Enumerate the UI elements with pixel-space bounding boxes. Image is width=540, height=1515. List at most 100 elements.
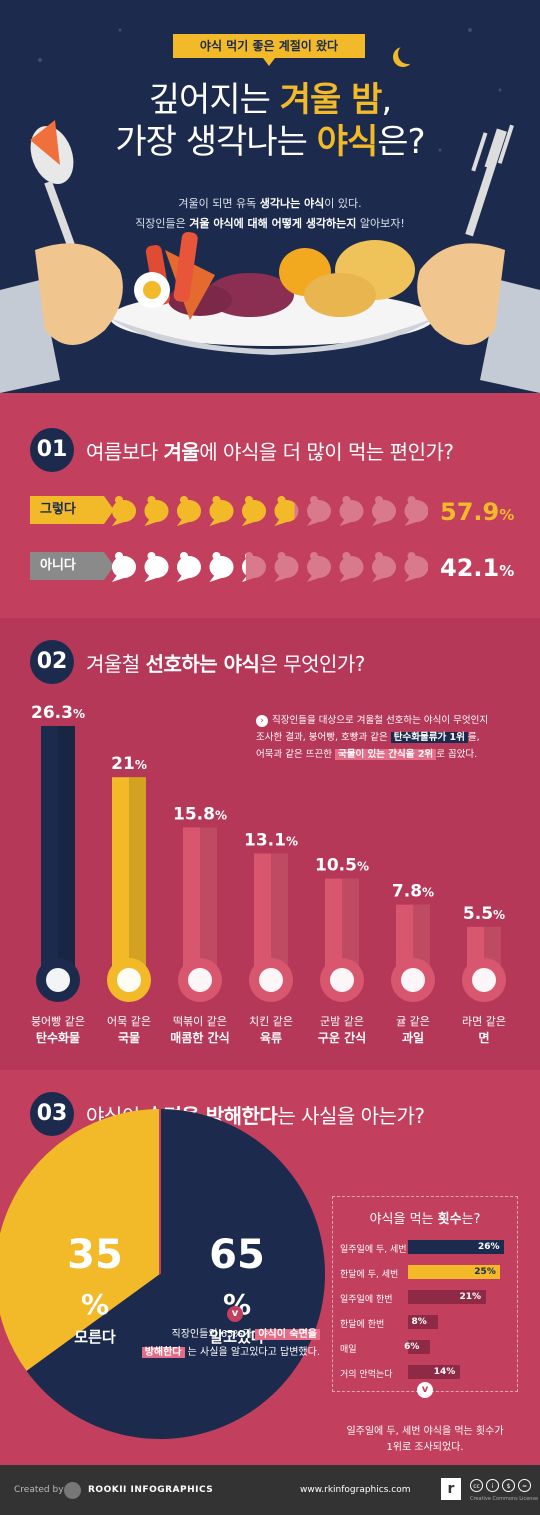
frequency-label: 일주일에 한번 [340, 1295, 393, 1305]
fish-bread-icon [112, 496, 136, 526]
cc-sa-icon: = [518, 1479, 531, 1492]
q2-note: › 직장인들을 대상으로 겨울철 선호하는 야식이 무엇인지 조사한 결과, 붕어… [256, 712, 518, 763]
fish-bread-icon [274, 496, 299, 526]
q1-number-badge: 01 [30, 428, 74, 472]
cc-nc-icon: $ [502, 1479, 515, 1492]
fish-bread-icon [339, 552, 364, 582]
footer-url-link[interactable]: www.rkinfographics.com [300, 1485, 411, 1495]
pie-note: 직장인들의 65%가 야식이 숙면을 방해한다 는 사실을 알고있다고 답변했다… [110, 1326, 320, 1362]
q1-fish-bread-icons [112, 496, 428, 582]
q1-yes-percent: 57.9% [440, 498, 514, 526]
bar-value-label: 15.8% [173, 804, 227, 824]
frequency-bar [408, 1315, 438, 1329]
q2-number-badge: 02 [30, 640, 74, 684]
title-highlight: 야식 [316, 122, 379, 162]
category-label-line-2: 국물 [118, 1031, 140, 1045]
frequency-bar [408, 1340, 431, 1354]
pie-note-line-2: 방해한다 는 사실을 알고있다고 답변했다. [110, 1344, 320, 1362]
bar-shade [129, 777, 146, 980]
header-section: 야식 먹기 좋은 계절이 왔다 깊어지는 겨울 밤, 가장 생각나는 야식은? … [0, 0, 540, 393]
r-logo-icon: r [441, 1478, 461, 1500]
frequency-title: 야식을 먹는 횟수는? [332, 1208, 518, 1227]
frequency-label: 한달에 한번 [340, 1320, 385, 1330]
pie-note-highlight: 야식이 숙면을 [255, 1329, 320, 1340]
moon-icon [398, 44, 418, 64]
frequency-footnote-line-1: 일주일에 두, 세번 야식을 먹는 횟수가 [346, 1426, 504, 1437]
percent-unit: % [499, 562, 515, 580]
q1-text: 여름보다 [86, 440, 164, 464]
left-hand [0, 243, 123, 393]
subtitle-highlight: 겨울 야식에 대해 어떻게 생각하는지 [189, 217, 357, 230]
title-line-2: 가장 생각나는 야식은? [0, 114, 540, 163]
category-label-line-2: 구운 간식 [318, 1030, 366, 1045]
frequency-value: 6% [404, 1342, 420, 1352]
chevron-down-icon: v [417, 1382, 433, 1398]
q2-note-highlight: 국물이 있는 간식을 2위 [334, 749, 437, 760]
subtitle-text: 겨울이 되면 유독 [178, 197, 260, 210]
frequency-value: 8% [411, 1317, 427, 1327]
cc-by-icon: i [486, 1479, 499, 1492]
fish-bread-icon [274, 552, 299, 582]
category-label-line-2: 과일 [402, 1030, 424, 1045]
fish-bread-icon [339, 496, 364, 526]
cc-icon: cc [470, 1479, 483, 1492]
header-tag: 야식 먹기 좋은 계절이 왔다 [173, 34, 365, 66]
fish-bread-icon [144, 552, 169, 582]
fish-bread-icon [177, 496, 201, 526]
frequency-bar [408, 1265, 501, 1279]
q3-pie-chart [0, 1109, 325, 1439]
category-label-line-2: 탄수화물 [36, 1030, 80, 1045]
bar-shade [200, 827, 217, 980]
q2-note-highlight: 탄수화물류가 1위 [390, 732, 468, 743]
q2-text: 은 무엇인가? [259, 652, 365, 676]
category-label-line-2: 매콤한 간식 [170, 1030, 229, 1045]
q1-no-label: 아니다 [30, 552, 114, 580]
frequency-bar [408, 1365, 460, 1379]
pie-yes-value: 65 [209, 1232, 265, 1278]
subtitle-text: 이 있다. [324, 197, 362, 210]
percent-unit: % [80, 1288, 110, 1321]
frequency-footnote: 일주일에 두, 세번 야식을 먹는 횟수가 1위로 조사되었다. [332, 1424, 518, 1456]
q2-note-text: 를, [467, 732, 480, 743]
q2-note-text: 로 꼽았다. [436, 749, 478, 760]
fish-bread-icon [372, 496, 396, 526]
category-label-line-1: 어묵 같은 [107, 1015, 151, 1028]
header-illustration [0, 28, 540, 393]
fish-bread-icon [242, 496, 266, 526]
fish-bread-icon [404, 496, 428, 526]
q1-text: 에 야식을 더 많이 먹는 편인가? [199, 440, 454, 464]
subtitle-line-1: 겨울이 되면 유독 생각나는 야식이 있다. [0, 195, 540, 211]
frequency-label: 일주일에 두, 세번 [340, 1245, 407, 1255]
fish-bread-icon [112, 552, 136, 582]
bar-value-label: 26.3% [31, 703, 85, 723]
fish-bread-icon [209, 496, 234, 526]
frequency-value: 14% [433, 1367, 456, 1377]
stars-decoration [38, 28, 502, 152]
bar-shade [58, 726, 75, 980]
bar-shade [271, 853, 288, 980]
category-label-line-1: 라면 같은 [462, 1015, 506, 1028]
pie-note-text: 는 사실을 알고있다고 답변했다. [184, 1347, 320, 1358]
q1-no-value: 42.1 [440, 554, 500, 582]
frequency-footnote-line-2: 1위로 조사되었다. [386, 1442, 464, 1453]
bar [183, 827, 217, 980]
category-label-line-2: 육류 [260, 1030, 282, 1045]
title-text: 가장 생각나는 [115, 122, 317, 162]
bar-value-label: 10.5% [315, 856, 369, 876]
title-text: 깊어지는 [148, 80, 280, 120]
fish-bread-icon [144, 496, 169, 526]
rookii-logo-icon [64, 1482, 81, 1499]
fish-bread-icon [242, 552, 266, 582]
frequency-label: 한달에 두, 세번 [340, 1270, 399, 1280]
bar [41, 726, 75, 980]
fork-icon [465, 124, 514, 237]
q3-text: 는 사실을 아는가? [277, 1104, 425, 1128]
q1-no-percent: 42.1% [440, 554, 514, 582]
frequency-label: 매일 [340, 1345, 357, 1355]
bar-shade [342, 878, 359, 980]
fish-bread-icon [307, 496, 331, 526]
q2-note-text: 조사한 결과, 붕어빵, 호빵과 같은 [256, 732, 391, 743]
title-highlight: 겨울 밤 [279, 80, 383, 120]
q1-bold: 겨울 [163, 440, 200, 464]
